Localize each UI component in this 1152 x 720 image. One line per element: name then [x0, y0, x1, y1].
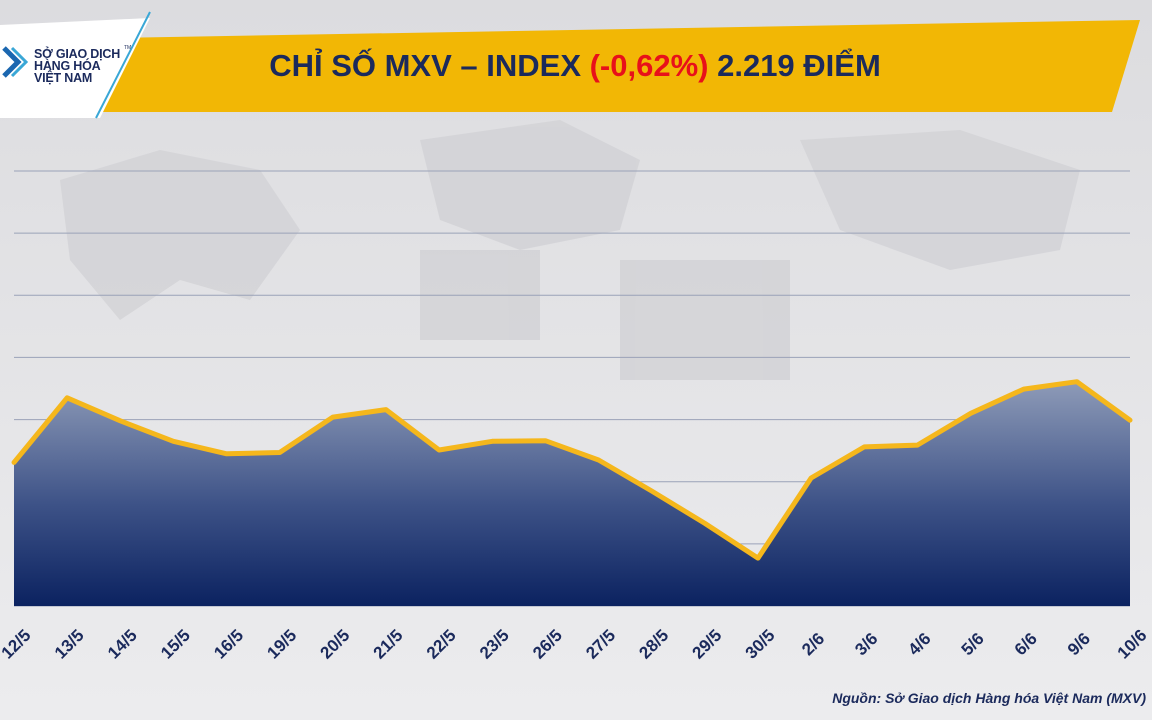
chevron-logo-icon	[2, 46, 29, 78]
title-prefix: CHỈ SỐ MXV – INDEX	[269, 48, 590, 83]
chart-title: CHỈ SỐ MXV – INDEX (-0,62%) 2.219 ĐIỂM	[150, 44, 1000, 88]
header-banner	[0, 11, 1140, 119]
logo-divider	[95, 11, 151, 119]
logo-trademark: TM	[124, 45, 132, 51]
logo-line-3: VIỆT NAM	[34, 71, 93, 85]
source-note: Nguồn: Sở Giao dịch Hàng hóa Việt Nam (M…	[832, 690, 1146, 706]
title-suffix: 2.219 ĐIỂM	[708, 48, 881, 83]
series-area	[14, 381, 1130, 606]
logo-line-1: SỞ GIAO DỊCH	[34, 47, 121, 61]
logo-line-2: HÀNG HÓA	[34, 59, 101, 73]
logo-text: SỞ GIAO DỊCH HÀNG HÓA VIỆT NAM	[34, 47, 121, 85]
series-line	[11, 379, 1133, 561]
banner-yellow	[0, 20, 1140, 112]
logo-panel	[0, 18, 150, 118]
title-change: (-0,62%)	[589, 48, 709, 83]
